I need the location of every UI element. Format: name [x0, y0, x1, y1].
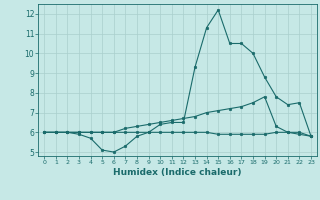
X-axis label: Humidex (Indice chaleur): Humidex (Indice chaleur) — [113, 168, 242, 177]
